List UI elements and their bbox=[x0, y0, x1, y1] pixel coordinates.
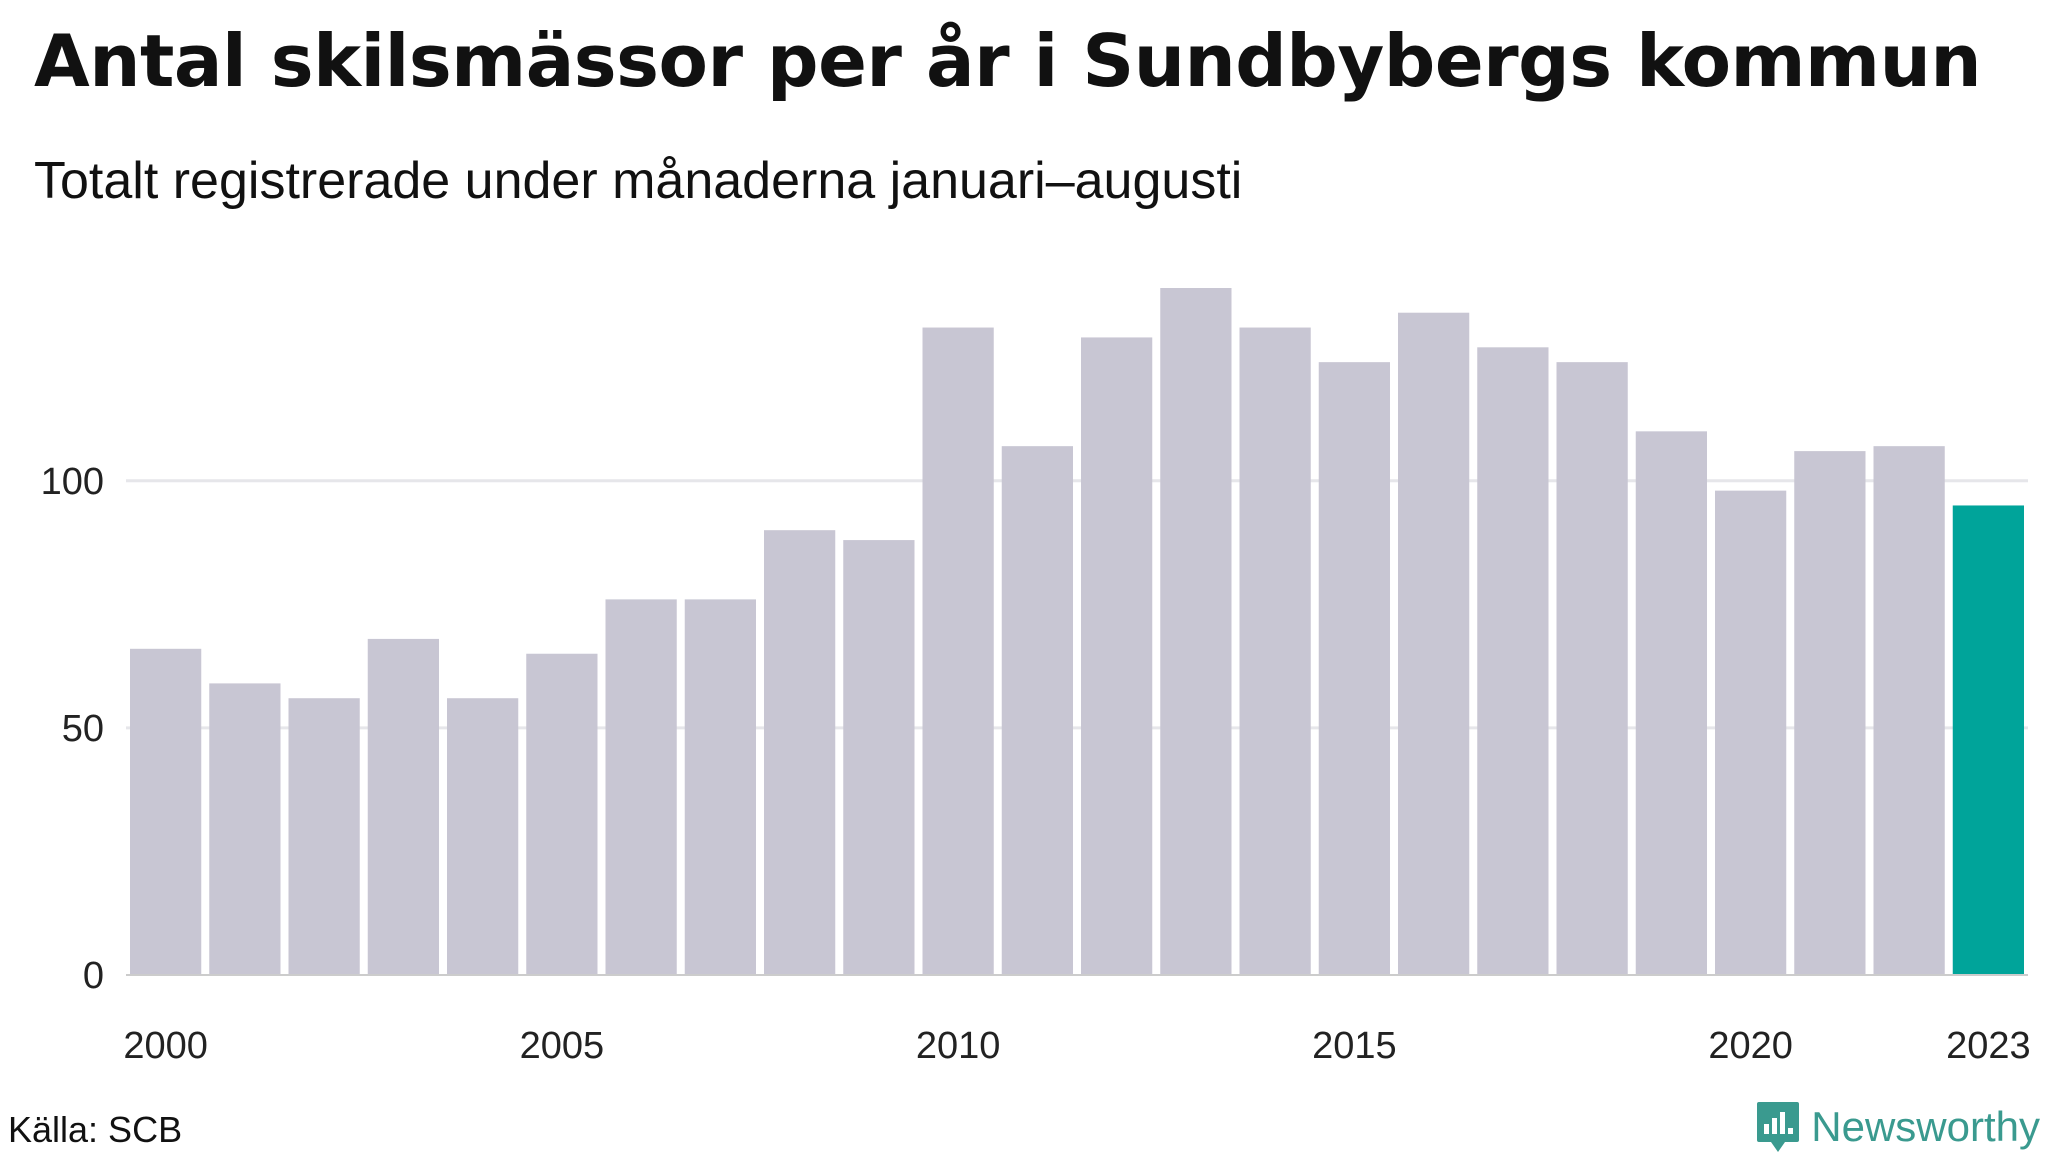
bar-2005 bbox=[526, 653, 598, 975]
y-tick-label: 0 bbox=[83, 955, 104, 997]
bar-2022 bbox=[1873, 446, 1945, 975]
x-tick-label: 2000 bbox=[123, 1025, 208, 1067]
bar-2010 bbox=[922, 327, 994, 976]
newsworthy-logo-icon bbox=[1757, 1102, 1800, 1152]
bar-2004 bbox=[447, 698, 519, 975]
bar-2017 bbox=[1477, 347, 1549, 976]
brand-logo: Newsworthy bbox=[1755, 1100, 2040, 1154]
bar-2003 bbox=[367, 638, 439, 975]
bar-2000 bbox=[130, 648, 202, 975]
bar-2009 bbox=[843, 540, 915, 975]
bar-2016 bbox=[1398, 312, 1470, 975]
source-note: Källa: SCB bbox=[8, 1109, 183, 1150]
y-tick-label: 100 bbox=[41, 461, 104, 503]
x-tick-label: 2010 bbox=[916, 1025, 1001, 1067]
bar-2018 bbox=[1556, 362, 1628, 975]
y-tick-label: 50 bbox=[62, 708, 104, 750]
bar-2015 bbox=[1318, 362, 1390, 975]
chart-title: Antal skilsmässor per år i Sundbybergs k… bbox=[34, 19, 1982, 103]
bar-2008 bbox=[764, 530, 836, 975]
bar-2006 bbox=[605, 599, 677, 975]
bar-2014 bbox=[1239, 327, 1311, 976]
brand-name: Newsworthy bbox=[1811, 1102, 2040, 1150]
x-tick-label: 2023 bbox=[1946, 1025, 2031, 1067]
bar-2023 bbox=[1952, 505, 2024, 975]
bar-2020 bbox=[1715, 490, 1787, 975]
bar-2019 bbox=[1635, 431, 1707, 975]
bar-2011 bbox=[1001, 446, 1073, 975]
bar-2007 bbox=[684, 599, 756, 975]
bar-2013 bbox=[1160, 288, 1232, 975]
chart-subtitle: Totalt registrerade under månaderna janu… bbox=[34, 152, 1243, 210]
x-tick-label: 2020 bbox=[1708, 1025, 1793, 1067]
bar-2002 bbox=[288, 698, 360, 975]
bar-2001 bbox=[209, 683, 281, 975]
bar-2021 bbox=[1794, 451, 1866, 975]
bar-2012 bbox=[1081, 337, 1153, 976]
x-tick-label: 2015 bbox=[1312, 1025, 1397, 1067]
x-tick-label: 2005 bbox=[520, 1025, 605, 1067]
